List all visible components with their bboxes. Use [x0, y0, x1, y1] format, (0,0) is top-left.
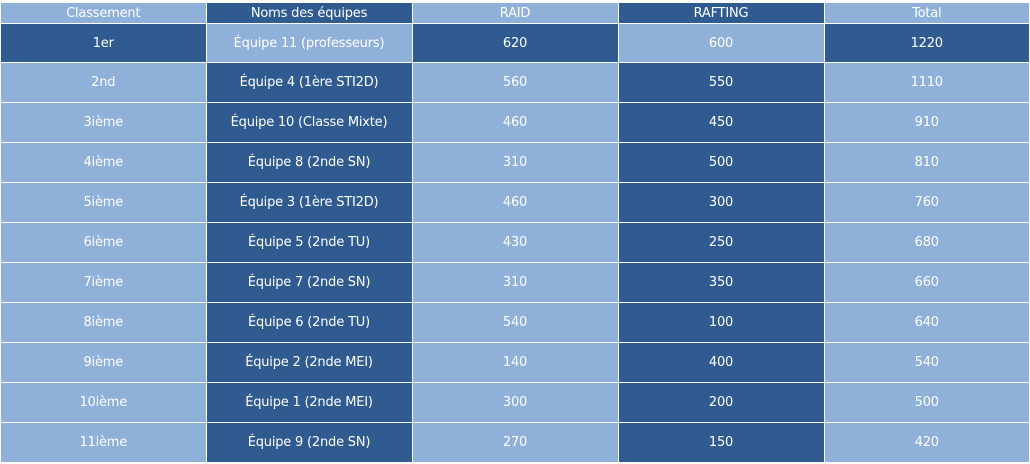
cell-rank: 10ième — [1, 382, 207, 423]
table-row: 6ième Équipe 5 (2nde TU) 430 250 680 — [1, 222, 1029, 263]
cell-raid: 540 — [412, 302, 619, 343]
cell-raid: 460 — [412, 182, 619, 223]
cell-rank: 7ième — [1, 262, 207, 303]
table-body: 1er Équipe 11 (professeurs) 620 600 1220… — [1, 23, 1029, 462]
header-noms-equipes: Noms des équipes — [206, 3, 413, 24]
header-raid: RAID — [412, 3, 619, 24]
cell-total: 660 — [824, 262, 1029, 303]
table-header: Classement Noms des équipes RAID RAFTING… — [1, 3, 1029, 24]
cell-rank: 9ième — [1, 342, 207, 383]
cell-rank: 11ième — [1, 422, 207, 462]
cell-team: Équipe 8 (2nde SN) — [206, 142, 413, 183]
cell-rank: 3ième — [1, 102, 207, 143]
cell-rafting: 400 — [618, 342, 825, 383]
table-row: 10ième Équipe 1 (2nde MEI) 300 200 500 — [1, 382, 1029, 423]
cell-total: 810 — [824, 142, 1029, 183]
table-row: 7ième Équipe 7 (2nde SN) 310 350 660 — [1, 262, 1029, 303]
cell-total: 1220 — [824, 23, 1029, 63]
table-row: 3ième Équipe 10 (Classe Mixte) 460 450 9… — [1, 102, 1029, 143]
cell-rafting: 200 — [618, 382, 825, 423]
cell-total: 910 — [824, 102, 1029, 143]
cell-team: Équipe 6 (2nde TU) — [206, 302, 413, 343]
cell-team: Équipe 1 (2nde MEI) — [206, 382, 413, 423]
cell-rafting: 550 — [618, 62, 825, 103]
cell-rank: 5ième — [1, 182, 207, 223]
cell-raid: 300 — [412, 382, 619, 423]
cell-rafting: 600 — [618, 23, 825, 63]
table-row: 1er Équipe 11 (professeurs) 620 600 1220 — [1, 23, 1029, 63]
cell-total: 540 — [824, 342, 1029, 383]
header-classement: Classement — [1, 3, 207, 24]
table-row: 8ième Équipe 6 (2nde TU) 540 100 640 — [1, 302, 1029, 343]
table-row: 11ième Équipe 9 (2nde SN) 270 150 420 — [1, 422, 1029, 462]
cell-rank: 2nd — [1, 62, 207, 103]
table-row: 9ième Équipe 2 (2nde MEI) 140 400 540 — [1, 342, 1029, 383]
cell-rafting: 250 — [618, 222, 825, 263]
cell-raid: 310 — [412, 142, 619, 183]
cell-rafting: 450 — [618, 102, 825, 143]
cell-team: Équipe 9 (2nde SN) — [206, 422, 413, 462]
table-row: 2nd Équipe 4 (1ère STI2D) 560 550 1110 — [1, 62, 1029, 103]
cell-team: Équipe 11 (professeurs) — [206, 23, 413, 63]
cell-total: 680 — [824, 222, 1029, 263]
header-total: Total — [824, 3, 1029, 24]
cell-rank: 8ième — [1, 302, 207, 343]
cell-team: Équipe 10 (Classe Mixte) — [206, 102, 413, 143]
cell-team: Équipe 7 (2nde SN) — [206, 262, 413, 303]
table-row: 4ième Équipe 8 (2nde SN) 310 500 810 — [1, 142, 1029, 183]
cell-team: Équipe 2 (2nde MEI) — [206, 342, 413, 383]
cell-rafting: 500 — [618, 142, 825, 183]
cell-raid: 430 — [412, 222, 619, 263]
ranking-table: Classement Noms des équipes RAID RAFTING… — [1, 3, 1029, 462]
cell-raid: 270 — [412, 422, 619, 462]
cell-total: 500 — [824, 382, 1029, 423]
cell-raid: 140 — [412, 342, 619, 383]
cell-team: Équipe 5 (2nde TU) — [206, 222, 413, 263]
cell-team: Équipe 4 (1ère STI2D) — [206, 62, 413, 103]
cell-raid: 620 — [412, 23, 619, 63]
cell-raid: 560 — [412, 62, 619, 103]
header-rafting: RAFTING — [618, 3, 825, 24]
cell-rank: 6ième — [1, 222, 207, 263]
table-row: 5ième Équipe 3 (1ère STI2D) 460 300 760 — [1, 182, 1029, 223]
cell-rafting: 100 — [618, 302, 825, 343]
cell-raid: 460 — [412, 102, 619, 143]
cell-rafting: 150 — [618, 422, 825, 462]
cell-rank: 4ième — [1, 142, 207, 183]
cell-rank: 1er — [1, 23, 207, 63]
header-row: Classement Noms des équipes RAID RAFTING… — [1, 3, 1029, 24]
cell-raid: 310 — [412, 262, 619, 303]
cell-total: 1110 — [824, 62, 1029, 103]
cell-total: 640 — [824, 302, 1029, 343]
cell-rafting: 300 — [618, 182, 825, 223]
cell-team: Équipe 3 (1ère STI2D) — [206, 182, 413, 223]
cell-total: 420 — [824, 422, 1029, 462]
cell-rafting: 350 — [618, 262, 825, 303]
cell-total: 760 — [824, 182, 1029, 223]
